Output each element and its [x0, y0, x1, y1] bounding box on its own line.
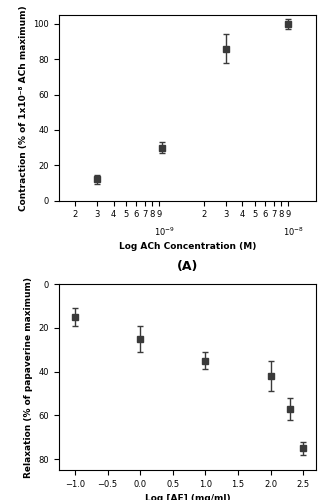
Text: (A): (A)	[177, 260, 198, 273]
X-axis label: Log [AE] (mg/ml): Log [AE] (mg/ml)	[145, 494, 230, 500]
Y-axis label: Relaxation (% of papaverine maximum): Relaxation (% of papaverine maximum)	[24, 276, 33, 477]
Text: $10^{-8}$: $10^{-8}$	[283, 226, 304, 238]
Y-axis label: Contraction (% of 1x10⁻⁸ ACh maximum): Contraction (% of 1x10⁻⁸ ACh maximum)	[19, 5, 28, 210]
X-axis label: Log ACh Concentration (M): Log ACh Concentration (M)	[119, 242, 256, 250]
Text: $10^{-9}$: $10^{-9}$	[154, 226, 175, 238]
